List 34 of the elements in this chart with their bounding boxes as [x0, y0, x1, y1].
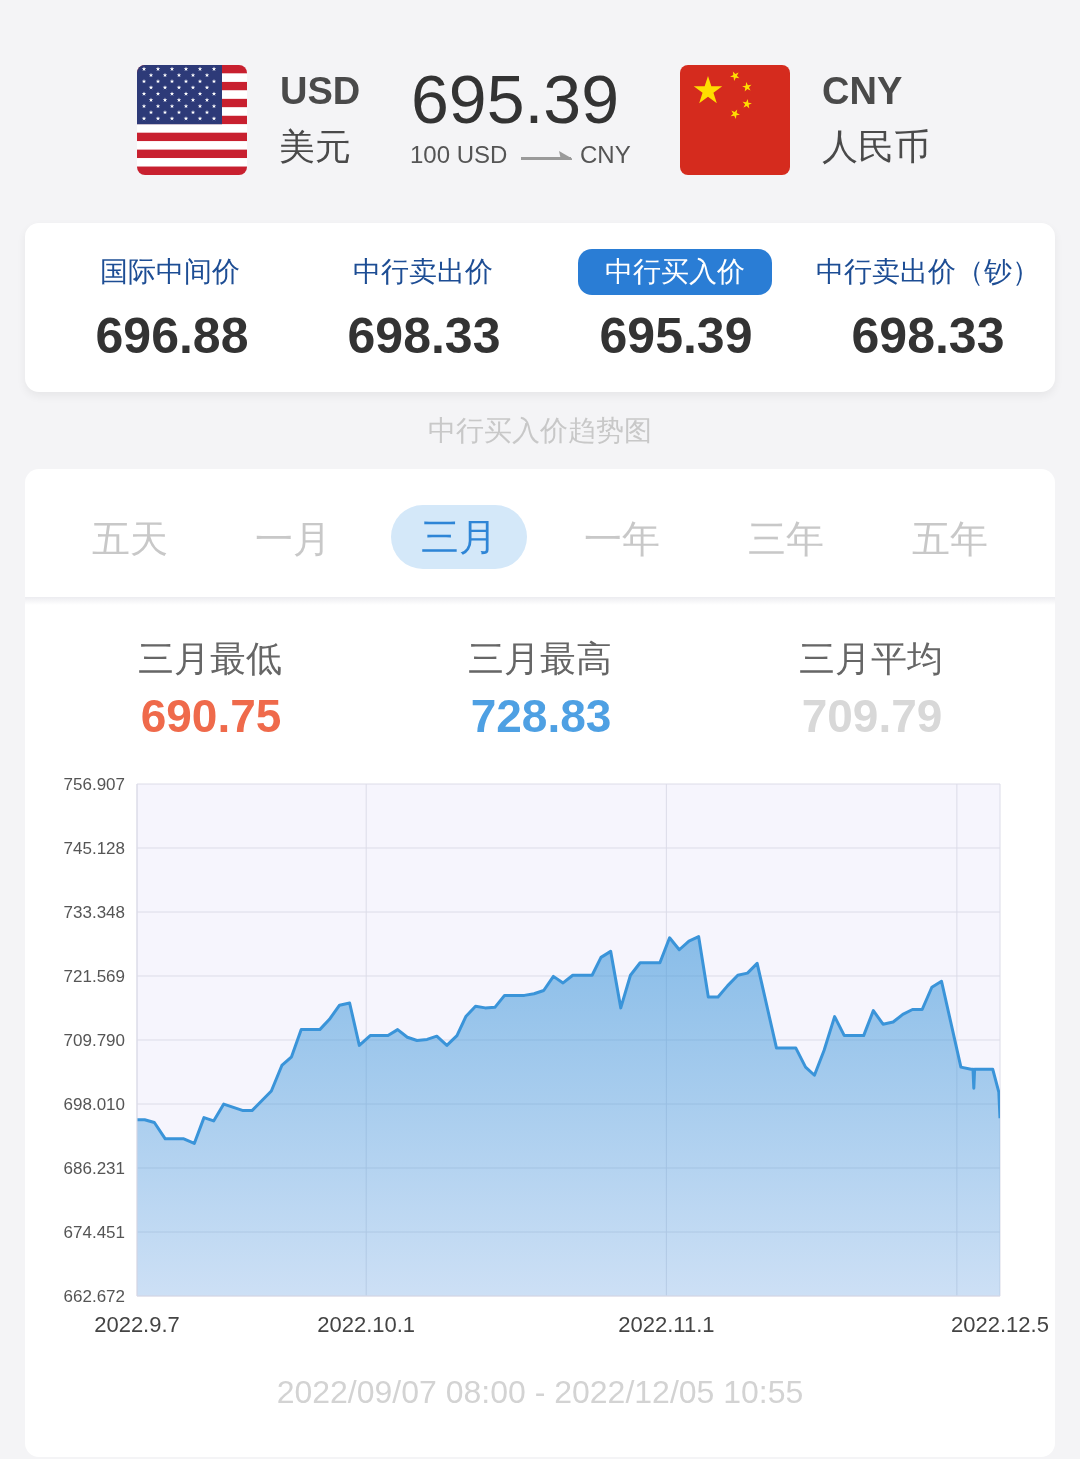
text: 728.83 — [470, 689, 612, 745]
text: USD — [280, 69, 361, 115]
text: 中行卖出价 — [353, 255, 493, 289]
text: 中行买入价 — [605, 255, 745, 289]
text: 696.88 — [95, 307, 249, 366]
text: 698.33 — [851, 307, 1005, 366]
text: 三月 — [421, 515, 497, 561]
y-tick-label: 686.231 — [63, 1159, 125, 1179]
y-tick-label: 662.672 — [63, 1287, 125, 1307]
text: 国际中间价 — [100, 255, 240, 289]
text: 美元 — [279, 125, 351, 169]
x-tick-label: 2022.12.5 — [951, 1311, 1049, 1337]
text: 695.39 — [411, 60, 619, 140]
text: 三月最低 — [138, 637, 282, 681]
x-tick-label: 2022.11.1 — [618, 1311, 715, 1337]
text: 人民币 — [822, 125, 930, 169]
text: 中行卖出价（钞） — [816, 255, 1040, 289]
text: 三月平均 — [799, 637, 943, 681]
y-tick-label: 745.128 — [63, 839, 125, 859]
text: 三月最高 — [468, 637, 612, 681]
y-tick-label: 721.569 — [63, 967, 125, 987]
x-tick-label: 2022.10.1 — [317, 1311, 416, 1337]
y-tick-label: 674.451 — [63, 1223, 125, 1243]
y-tick-label: 733.348 — [63, 903, 125, 923]
x-tick-label: 2022.9.7 — [94, 1311, 180, 1337]
text: CNY — [822, 69, 903, 115]
text: 690.75 — [140, 689, 282, 745]
text: CNY — [580, 140, 631, 170]
y-tick-label: 698.010 — [63, 1095, 125, 1115]
text: 695.39 — [599, 307, 753, 366]
text: 698.33 — [347, 307, 501, 366]
text: 100 USD — [410, 140, 508, 170]
y-tick-label: 756.907 — [63, 775, 125, 795]
y-tick-label: 709.790 — [63, 1031, 125, 1051]
